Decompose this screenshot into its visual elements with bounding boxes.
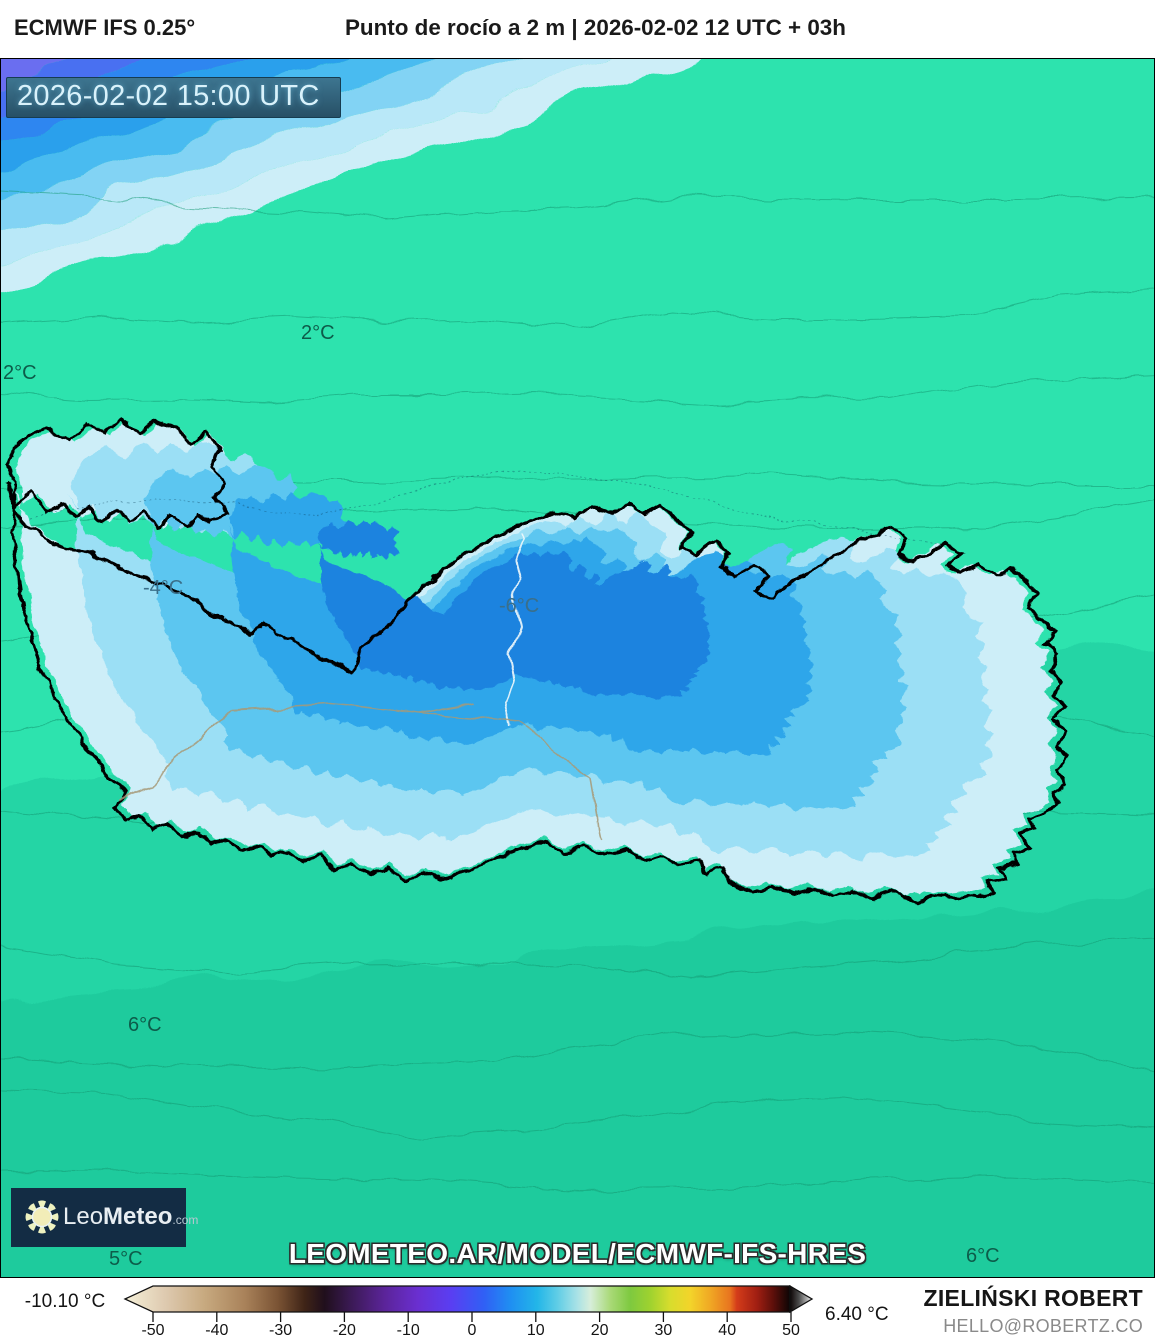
svg-text:0: 0 [468, 1322, 477, 1338]
svg-text:10: 10 [527, 1322, 545, 1338]
svg-text:-10.10 °C: -10.10 °C [25, 1291, 105, 1312]
svg-text:5°C: 5°C [109, 1248, 143, 1270]
svg-text:40: 40 [718, 1322, 736, 1338]
svg-text:6°C: 6°C [128, 1014, 162, 1036]
svg-text:2°C: 2°C [3, 362, 37, 384]
svg-text:-4°C: -4°C [143, 577, 183, 599]
svg-text:2°C: 2°C [301, 322, 335, 344]
svg-text:6.40 °C: 6.40 °C [825, 1304, 889, 1325]
svg-text:20: 20 [591, 1322, 609, 1338]
svg-text:-6°C: -6°C [499, 595, 539, 617]
svg-text:-20: -20 [333, 1322, 356, 1338]
svg-text:6°C: 6°C [966, 1245, 1000, 1267]
svg-text:30: 30 [655, 1322, 673, 1338]
svg-text:-10: -10 [397, 1322, 420, 1338]
svg-text:50: 50 [782, 1322, 800, 1338]
svg-text:-40: -40 [205, 1322, 228, 1338]
svg-text:-30: -30 [269, 1322, 292, 1338]
svg-text:-50: -50 [141, 1322, 164, 1338]
